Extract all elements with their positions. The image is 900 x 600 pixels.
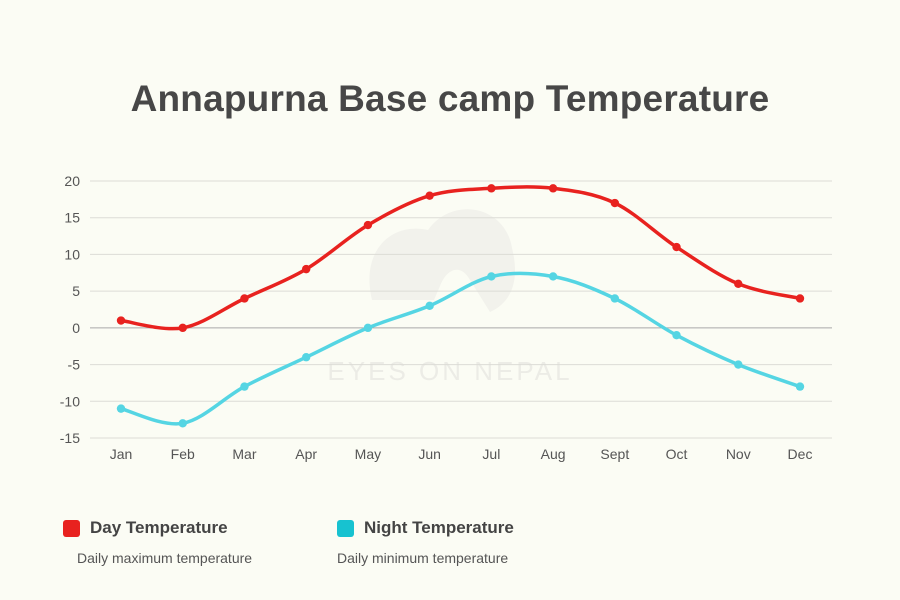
x-axis: Jan Feb Mar Apr May Jun Jul Aug Sept Oct Nov Dec (110, 446, 813, 462)
data-point-day[interactable] (548, 184, 558, 193)
data-point-night[interactable] (116, 404, 126, 413)
data-point-day[interactable] (425, 191, 434, 200)
data-point-night[interactable] (363, 323, 373, 333)
data-point-day[interactable] (301, 264, 311, 274)
series (116, 184, 805, 428)
legend-label-night: Night Temperature (364, 518, 514, 537)
data-point-day[interactable] (795, 294, 805, 303)
x-tick-label: Jun (418, 446, 441, 462)
data-point-night[interactable] (240, 382, 249, 391)
x-tick-label: Sept (600, 446, 629, 462)
data-point-night[interactable] (795, 382, 805, 391)
y-axis: 20 15 10 5 0 -5 -10 -15 (60, 173, 80, 446)
data-point-day[interactable] (178, 323, 187, 333)
x-tick-label: Jan (110, 446, 133, 462)
data-point-night[interactable] (487, 272, 496, 281)
x-tick-label: Aug (541, 446, 566, 462)
y-tick-label: -15 (60, 430, 80, 446)
chart-title: Annapurna Base camp Temperature (130, 78, 770, 119)
series-line-night (119, 271, 802, 426)
data-point-day[interactable] (116, 316, 126, 325)
data-point-day[interactable] (363, 220, 373, 230)
grid (90, 180, 832, 439)
watermark-logo-icon (369, 209, 516, 312)
data-point-night[interactable] (425, 301, 434, 311)
data-point-night[interactable] (672, 331, 681, 340)
y-tick-label: -10 (60, 393, 80, 409)
data-point-day[interactable] (240, 294, 249, 303)
x-tick-label: May (355, 446, 381, 462)
legend-swatch-day (63, 520, 80, 537)
data-point-day[interactable] (487, 184, 496, 193)
data-point-night[interactable] (610, 294, 620, 303)
legend-description-night: Daily minimum temperature (337, 550, 509, 566)
x-tick-label: Apr (295, 446, 317, 462)
x-tick-label: Oct (666, 446, 688, 462)
y-tick-label: 5 (72, 283, 80, 299)
watermark-text: EYES ON NEPAL (327, 356, 572, 386)
x-tick-label: Nov (726, 446, 751, 462)
data-point-night[interactable] (548, 272, 558, 281)
data-point-night[interactable] (301, 353, 311, 362)
data-point-day[interactable] (734, 279, 743, 288)
x-tick-label: Feb (171, 446, 195, 462)
data-point-night[interactable] (734, 360, 743, 369)
y-tick-label: 15 (64, 210, 80, 226)
y-tick-label: 20 (64, 173, 80, 189)
x-tick-label: Mar (232, 446, 256, 462)
legend-label-day: Day Temperature (90, 518, 228, 537)
legend-swatch-night (337, 520, 354, 537)
data-point-day[interactable] (610, 198, 620, 208)
y-tick-label: 10 (64, 246, 80, 262)
legend-description-day: Daily maximum temperature (77, 550, 253, 566)
watermark: EYES ON NEPAL (327, 209, 572, 386)
x-tick-label: Dec (788, 446, 813, 462)
y-tick-label: -5 (68, 357, 81, 373)
data-point-day[interactable] (672, 242, 681, 252)
y-tick-label: 0 (72, 320, 80, 336)
data-point-night[interactable] (178, 419, 187, 428)
x-tick-label: Jul (482, 446, 500, 462)
